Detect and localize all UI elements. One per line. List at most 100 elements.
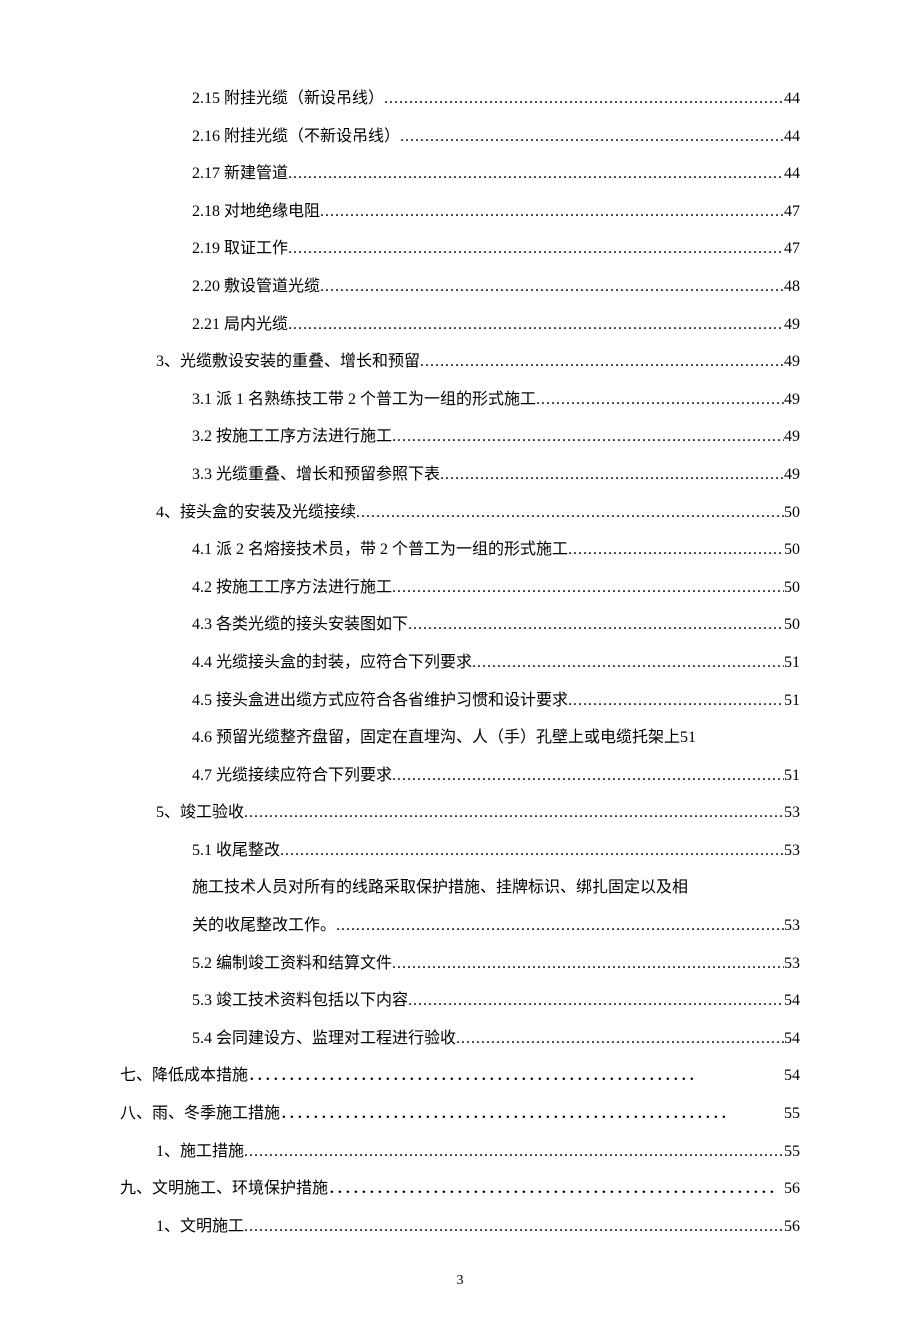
toc-leader-dots <box>456 1020 784 1058</box>
toc-entry-label: 4.4 光缆接头盒的封装，应符合下列要求 <box>192 644 472 682</box>
toc-entry-page: 53 <box>784 794 800 832</box>
toc-leader-dots <box>288 155 784 193</box>
toc-entry-page: 47 <box>784 193 800 231</box>
toc-leader-dots <box>400 118 784 156</box>
toc-entry: 4.3 各类光缆的接头安装图如下50 <box>120 606 800 644</box>
toc-leader-dots <box>244 1133 784 1171</box>
toc-entry-page: 50 <box>784 531 800 569</box>
toc-entry: 2.15 附挂光缆（新设吊线） 44 <box>120 80 800 118</box>
toc-entry: 3.2 按施工工序方法进行施工 49 <box>120 418 800 456</box>
toc-entry-page: 55 <box>784 1095 800 1133</box>
toc-entry: 3、光缆敷设安装的重叠、增长和预留49 <box>120 343 800 381</box>
toc-entry: 2.17 新建管道 44 <box>120 155 800 193</box>
toc-leader-dots <box>472 644 784 682</box>
toc-entry-page: 44 <box>784 155 800 193</box>
toc-entry: 关的收尾整改工作。 53 <box>120 907 800 945</box>
page-number: 3 <box>120 1265 800 1298</box>
toc-leader-dots <box>320 193 784 231</box>
toc-leader-dots <box>408 606 784 644</box>
toc-entry: 4.7 光缆接续应符合下列要求 51 <box>120 757 800 795</box>
toc-entry: 4.2 按施工工序方法进行施工50 <box>120 569 800 607</box>
table-of-contents: 2.15 附挂光缆（新设吊线）442.16 附挂光缆（不新设吊线）442.17 … <box>120 80 800 1245</box>
toc-entry: 5.4 会同建设方、监理对工程进行验收54 <box>120 1020 800 1058</box>
toc-entry-label: 2.18 对地绝缘电阻 <box>192 193 320 231</box>
toc-entry: 八、雨、冬季施工措施 55 <box>120 1095 800 1133</box>
toc-leader-dots <box>356 494 784 532</box>
toc-entry: 4.1 派 2 名熔接技术员，带 2 个普工为一组的形式施工 50 <box>120 531 800 569</box>
toc-entry-page: 49 <box>784 418 800 456</box>
toc-entry-label: 4、接头盒的安装及光缆接续 <box>156 494 356 532</box>
toc-entry-page: 51 <box>784 644 800 682</box>
toc-entry-page: 49 <box>784 456 800 494</box>
toc-entry-page: 53 <box>784 907 800 945</box>
toc-entry-page: 49 <box>784 343 800 381</box>
toc-entry: 1、施工措施 55 <box>120 1133 800 1171</box>
toc-entry: 5.1 收尾整改 53 <box>120 832 800 870</box>
toc-entry-label: 2.16 附挂光缆（不新设吊线） <box>192 118 400 156</box>
toc-entry-label: 3.2 按施工工序方法进行施工 <box>192 418 392 456</box>
toc-leader-dots <box>244 794 784 832</box>
toc-entry-label: 4.1 派 2 名熔接技术员，带 2 个普工为一组的形式施工 <box>192 531 568 569</box>
toc-leader-dots <box>440 456 784 494</box>
toc-entry-page: 55 <box>784 1133 800 1171</box>
toc-entry-label: 5.2 编制竣工资料和结算文件 <box>192 945 392 983</box>
toc-entry-label: 2.15 附挂光缆（新设吊线） <box>192 80 384 118</box>
toc-entry-page: 51 <box>784 757 800 795</box>
toc-entry: 施工技术人员对所有的线路采取保护措施、挂牌标识、绑扎固定以及相 <box>120 869 800 907</box>
toc-leader-dots <box>408 982 784 1020</box>
toc-entry: 4.5 接头盒进出缆方式应符合各省维护习惯和设计要求 51 <box>120 682 800 720</box>
toc-entry-label: 八、雨、冬季施工措施 <box>120 1095 280 1133</box>
toc-entry-label: 1、施工措施 <box>156 1133 244 1171</box>
toc-leader-dots <box>336 907 784 945</box>
page-content: 2.15 附挂光缆（新设吊线）442.16 附挂光缆（不新设吊线）442.17 … <box>0 0 920 1338</box>
toc-entry-label: 1、文明施工 <box>156 1208 244 1246</box>
toc-leader-dots <box>244 1208 784 1246</box>
toc-entry-label: 4.5 接头盒进出缆方式应符合各省维护习惯和设计要求 <box>192 682 568 720</box>
toc-entry: 2.20 敷设管道光缆 48 <box>120 268 800 306</box>
toc-entry-label: 5.1 收尾整改 <box>192 832 280 870</box>
toc-entry-label: 5.3 竣工技术资料包括以下内容 <box>192 982 408 1020</box>
toc-leader-dots <box>280 832 784 870</box>
toc-entry-label: 3.3 光缆重叠、增长和预留参照下表 <box>192 456 440 494</box>
toc-entry-label: 关的收尾整改工作。 <box>192 907 336 945</box>
toc-leader-wide <box>280 1095 784 1133</box>
toc-entry: 5.3 竣工技术资料包括以下内容54 <box>120 982 800 1020</box>
toc-entry-label: 4.6 预留光缆整齐盘留，固定在直埋沟、人（手）孔壁上或电缆托架上 <box>192 719 680 757</box>
toc-leader-wide <box>248 1057 784 1095</box>
toc-entry: 2.18 对地绝缘电阻 47 <box>120 193 800 231</box>
toc-entry-label: 2.20 敷设管道光缆 <box>192 268 320 306</box>
toc-entry-page: 51 <box>784 682 800 720</box>
toc-entry: 1、文明施工 56 <box>120 1208 800 1246</box>
toc-entry-label: 2.17 新建管道 <box>192 155 288 193</box>
toc-entry-page: 51 <box>680 719 696 757</box>
toc-entry-label: 施工技术人员对所有的线路采取保护措施、挂牌标识、绑扎固定以及相 <box>192 869 688 907</box>
toc-entry-page: 44 <box>784 118 800 156</box>
toc-entry-label: 九、文明施工、环境保护措施 <box>120 1170 328 1208</box>
toc-entry-page: 50 <box>784 569 800 607</box>
toc-leader-dots <box>288 306 784 344</box>
toc-leader-dots <box>536 381 784 419</box>
toc-entry-label: 七、降低成本措施 <box>120 1057 248 1095</box>
toc-entry: 2.19 取证工作47 <box>120 230 800 268</box>
toc-entry-label: 4.7 光缆接续应符合下列要求 <box>192 757 392 795</box>
toc-entry-page: 54 <box>784 1057 800 1095</box>
toc-entry-label: 5、竣工验收 <box>156 794 244 832</box>
toc-entry-page: 47 <box>784 230 800 268</box>
toc-entry-page: 48 <box>784 268 800 306</box>
toc-leader-dots <box>392 757 784 795</box>
toc-entry: 3.3 光缆重叠、增长和预留参照下表 49 <box>120 456 800 494</box>
toc-entry-page: 53 <box>784 945 800 983</box>
toc-entry-page: 49 <box>784 306 800 344</box>
toc-entry-page: 53 <box>784 832 800 870</box>
toc-entry: 4、接头盒的安装及光缆接续 50 <box>120 494 800 532</box>
toc-entry-page: 44 <box>784 80 800 118</box>
toc-entry: 3.1 派 1 名熟练技工带 2 个普工为一组的形式施工49 <box>120 381 800 419</box>
toc-leader-dots <box>288 230 784 268</box>
toc-entry-page: 50 <box>784 494 800 532</box>
toc-entry: 2.16 附挂光缆（不新设吊线） 44 <box>120 118 800 156</box>
toc-entry-page: 56 <box>784 1208 800 1246</box>
toc-leader-dots <box>320 268 784 306</box>
toc-leader-dots <box>568 682 784 720</box>
toc-entry: 九、文明施工、环境保护措施 56 <box>120 1170 800 1208</box>
toc-entry-page: 56 <box>784 1170 800 1208</box>
